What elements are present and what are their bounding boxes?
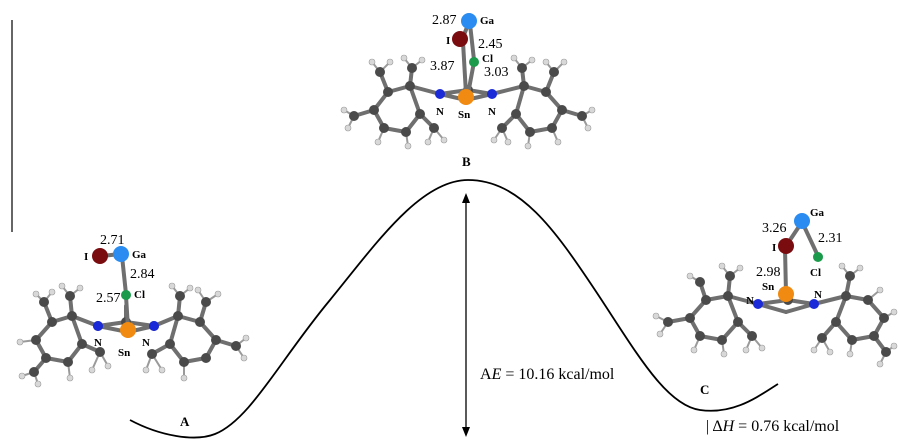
structure-a-label-ga: Ga — [132, 249, 147, 261]
structure-c-label-sn: Sn — [762, 281, 774, 293]
reaction-enthalpy-label: | ΔH = 0.76 kcal/mol — [706, 418, 840, 435]
structure-c-dist-i-ga: 3.26 — [762, 221, 787, 236]
structure-a-tin-atom — [120, 322, 136, 338]
activation-energy-prefix: A — [480, 366, 492, 383]
structure-b-chlorine-atom — [469, 57, 479, 67]
structure-b-nitrogen-right — [487, 89, 497, 99]
structure-c-dist-i-sn: 2.98 — [756, 265, 781, 280]
structure-b-label-cl: Cl — [482, 53, 493, 65]
structure-b-label-ga: Ga — [480, 15, 495, 27]
structure-a-gallium-atom — [113, 246, 129, 262]
structure-a-label-cl: Cl — [134, 289, 145, 301]
structure-a-hydrogens — [16, 282, 250, 388]
structure-b-dist-i-sn: 3.87 — [430, 59, 455, 74]
activation-energy-arrow — [462, 193, 470, 437]
activation-energy-symbol: E — [491, 366, 502, 383]
activation-energy-label: AE = 10.16 kcal/mol — [480, 366, 615, 383]
structure-c-tin-atom — [778, 286, 794, 302]
structure-b-label-sn: Sn — [458, 109, 470, 121]
structure-c-label-n-left: N — [746, 295, 754, 307]
structure-b-dist-cl-sn: 3.03 — [484, 65, 509, 80]
structure-b: 2.87 2.45 3.87 3.03 Ga I Cl N Sn N B — [340, 13, 596, 169]
energy-profile-curve — [129, 179, 779, 439]
structure-c-hydrogens — [652, 262, 898, 368]
structure-c-label-i: I — [772, 242, 776, 254]
structure-b-dist-i-ga: 2.87 — [432, 13, 457, 28]
activation-energy-value: = 10.16 kcal/mol — [501, 366, 615, 383]
structure-c-label-n-right: N — [814, 289, 822, 301]
structure-a-label-n-left: N — [94, 337, 102, 349]
structure-c-iodine-atom — [778, 238, 794, 254]
structure-a-label-i: I — [84, 251, 88, 263]
reaction-enthalpy-symbol: H — [722, 418, 736, 435]
structure-b-label-n-left: N — [436, 106, 444, 118]
structure-a-dist-cl-sn: 2.57 — [96, 291, 121, 306]
structure-c-label-ga: Ga — [810, 207, 825, 219]
structure-b-label-n-right: N — [488, 106, 496, 118]
structure-b-dist-ga-cl: 2.45 — [478, 37, 503, 52]
reaction-enthalpy-value: = 0.76 kcal/mol — [734, 418, 840, 435]
reaction-enthalpy-prefix: | Δ — [706, 418, 723, 435]
structure-a-label-n-right: N — [142, 337, 150, 349]
structure-a-state-label: A — [180, 414, 190, 429]
structure-b-tin-atom — [458, 89, 474, 105]
structure-b-carbons — [349, 63, 587, 137]
structure-a: 2.71 2.84 2.57 I Ga Cl N Sn N A — [16, 233, 250, 429]
structure-b-nitrogen-left — [435, 89, 445, 99]
structure-a-nitrogen-right — [149, 321, 159, 331]
structure-c-nitrogen-left — [753, 299, 763, 309]
structure-c-carbons — [663, 271, 891, 357]
structure-a-dist-i-ga: 2.71 — [100, 233, 125, 248]
structure-a-iodine-atom — [92, 248, 108, 264]
structure-b-gallium-atom — [461, 13, 477, 29]
structure-b-label-i: I — [446, 35, 450, 47]
structure-a-label-sn: Sn — [118, 347, 130, 359]
structure-c-nitrogen-right — [809, 299, 819, 309]
structure-c-chlorine-atom — [813, 252, 823, 262]
structure-c: 3.26 2.31 2.98 Ga I Cl Sn N N C — [652, 207, 898, 397]
structure-a-chlorine-atom — [121, 290, 131, 300]
structure-c-dist-ga-cl: 2.31 — [818, 231, 843, 246]
structure-b-hydrogens — [340, 54, 596, 150]
structure-b-state-label: B — [462, 154, 471, 169]
structure-a-dist-ga-cl: 2.84 — [130, 267, 155, 282]
structure-b-iodine-atom — [452, 31, 468, 47]
structure-c-label-cl: Cl — [810, 267, 821, 279]
structure-c-state-label: C — [700, 382, 709, 397]
structure-c-gallium-atom — [794, 213, 810, 229]
structure-a-nitrogen-left — [93, 321, 103, 331]
